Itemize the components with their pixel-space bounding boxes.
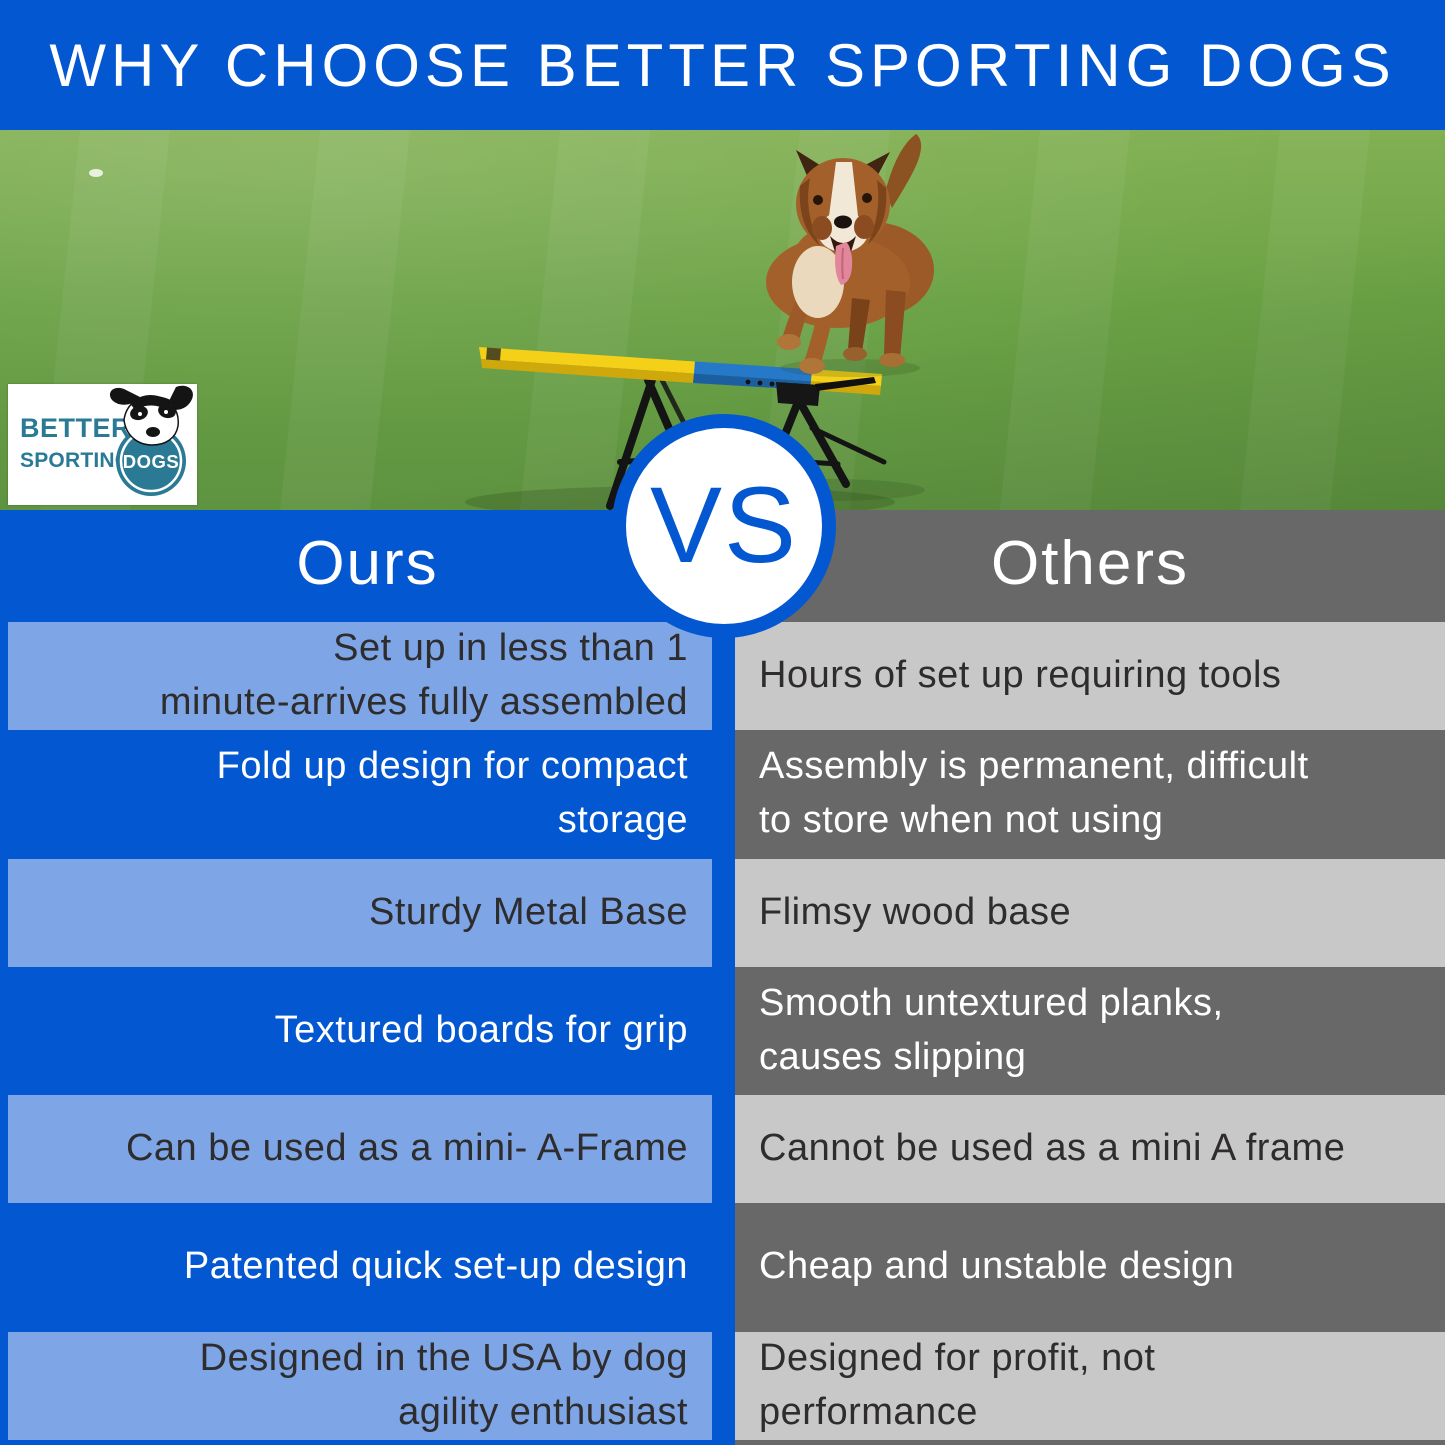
others-cell-text-6: Cheap and unstable design: [759, 1245, 1235, 1288]
others-cell-3: Flimsy wood base: [735, 858, 1445, 967]
ours-cell-text-4: Textured boards for grip: [274, 1008, 688, 1051]
comparison-row-others-6: Cheap and unstable design: [735, 1208, 1445, 1326]
comparison-row-ours-7: Designed in the USA by dog agility enthu…: [0, 1327, 735, 1445]
grass-speck: [89, 169, 103, 177]
title-bar: WHY CHOOSE BETTER SPORTING DOGS: [0, 0, 1445, 130]
others-cell-text-7: Designed for profit, not performance: [759, 1336, 1156, 1433]
vs-badge-label: VS: [649, 463, 799, 585]
comparison-row-ours-4: Textured boards for grip: [0, 972, 735, 1090]
comparison-row-ours-5: Can be used as a mini- A-Frame: [0, 1090, 735, 1208]
ours-rows: Set up in less than 1 minute-arrives ful…: [0, 617, 735, 1445]
comparison-table: Ours Set up in less than 1 minute-arrive…: [0, 510, 1445, 1445]
others-cell-1: Hours of set up requiring tools: [735, 622, 1445, 731]
comparison-row-ours-2: Fold up design for compact storage: [0, 735, 735, 853]
others-cell-text-4: Smooth untextured planks, causes slippin…: [759, 981, 1224, 1078]
others-column-header: Others: [990, 529, 1190, 598]
ours-cell-7: Designed in the USA by dog agility enthu…: [8, 1331, 712, 1440]
comparison-row-ours-1: Set up in less than 1 minute-arrives ful…: [0, 617, 735, 735]
others-cell-text-5: Cannot be used as a mini A frame: [759, 1127, 1346, 1170]
logo-dogs-circle: DOGS: [116, 426, 186, 496]
logo-text-dogs: DOGS: [123, 451, 179, 472]
comparison-row-ours-3: Sturdy Metal Base: [0, 854, 735, 972]
others-column: Others Hours of set up requiring tools As…: [735, 510, 1445, 1445]
brand-logo: BETTER SPORTING DOGS: [8, 384, 197, 505]
brand-logo-art: BETTER SPORTING DOGS: [8, 384, 197, 505]
comparison-row-others-7: Designed for profit, not performance: [735, 1327, 1445, 1445]
ours-cell-2: Fold up design for compact storage: [8, 740, 712, 848]
ours-cell-text-7: Designed in the USA by dog agility enthu…: [199, 1336, 688, 1433]
ours-cell-text-3: Sturdy Metal Base: [369, 890, 688, 933]
page-title: WHY CHOOSE BETTER SPORTING DOGS: [49, 31, 1396, 99]
ours-column-header: Ours: [296, 529, 439, 598]
others-cell-6: Cheap and unstable design: [735, 1213, 1445, 1321]
logo-dog-head-icon: [109, 385, 193, 446]
others-rows: Hours of set up requiring tools Assembly …: [735, 617, 1445, 1445]
others-cell-5: Cannot be used as a mini A frame: [735, 1095, 1445, 1204]
others-cell-text-1: Hours of set up requiring tools: [759, 654, 1282, 697]
ours-cell-1: Set up in less than 1 minute-arrives ful…: [8, 622, 712, 731]
ours-cell-4: Textured boards for grip: [8, 977, 712, 1085]
dog-illustration: [766, 134, 934, 377]
turf-background: [0, 130, 1445, 510]
others-cell-7: Designed for profit, not performance: [735, 1331, 1445, 1440]
comparison-row-others-3: Flimsy wood base: [735, 854, 1445, 972]
comparison-row-others-4: Smooth untextured planks, causes slippin…: [735, 972, 1445, 1090]
ours-cell-5: Can be used as a mini- A-Frame: [8, 1095, 712, 1204]
comparison-row-others-2: Assembly is permanent, difficult to stor…: [735, 735, 1445, 853]
comparison-row-others-5: Cannot be used as a mini A frame: [735, 1090, 1445, 1208]
ours-column: Ours Set up in less than 1 minute-arrive…: [0, 510, 735, 1445]
ours-cell-text-1: Set up in less than 1 minute-arrives ful…: [159, 627, 688, 724]
vs-badge: VS: [612, 414, 836, 638]
ours-cell-text-6: Patented quick set-up design: [183, 1245, 688, 1288]
comparison-row-others-1: Hours of set up requiring tools: [735, 617, 1445, 735]
others-cell-text-2: Assembly is permanent, difficult to stor…: [759, 745, 1309, 842]
others-cell-text-3: Flimsy wood base: [759, 890, 1072, 933]
others-cell-4: Smooth untextured planks, causes slippin…: [735, 977, 1445, 1085]
others-cell-2: Assembly is permanent, difficult to stor…: [735, 740, 1445, 848]
comparison-row-ours-6: Patented quick set-up design: [0, 1208, 735, 1326]
logo-text-sporting: SPORTING: [20, 449, 131, 472]
ours-cell-6: Patented quick set-up design: [8, 1213, 712, 1321]
ours-cell-text-5: Can be used as a mini- A-Frame: [125, 1127, 688, 1170]
logo-text-better: BETTER: [20, 413, 131, 443]
ours-cell-3: Sturdy Metal Base: [8, 858, 712, 967]
ours-cell-text-2: Fold up design for compact storage: [216, 745, 688, 842]
